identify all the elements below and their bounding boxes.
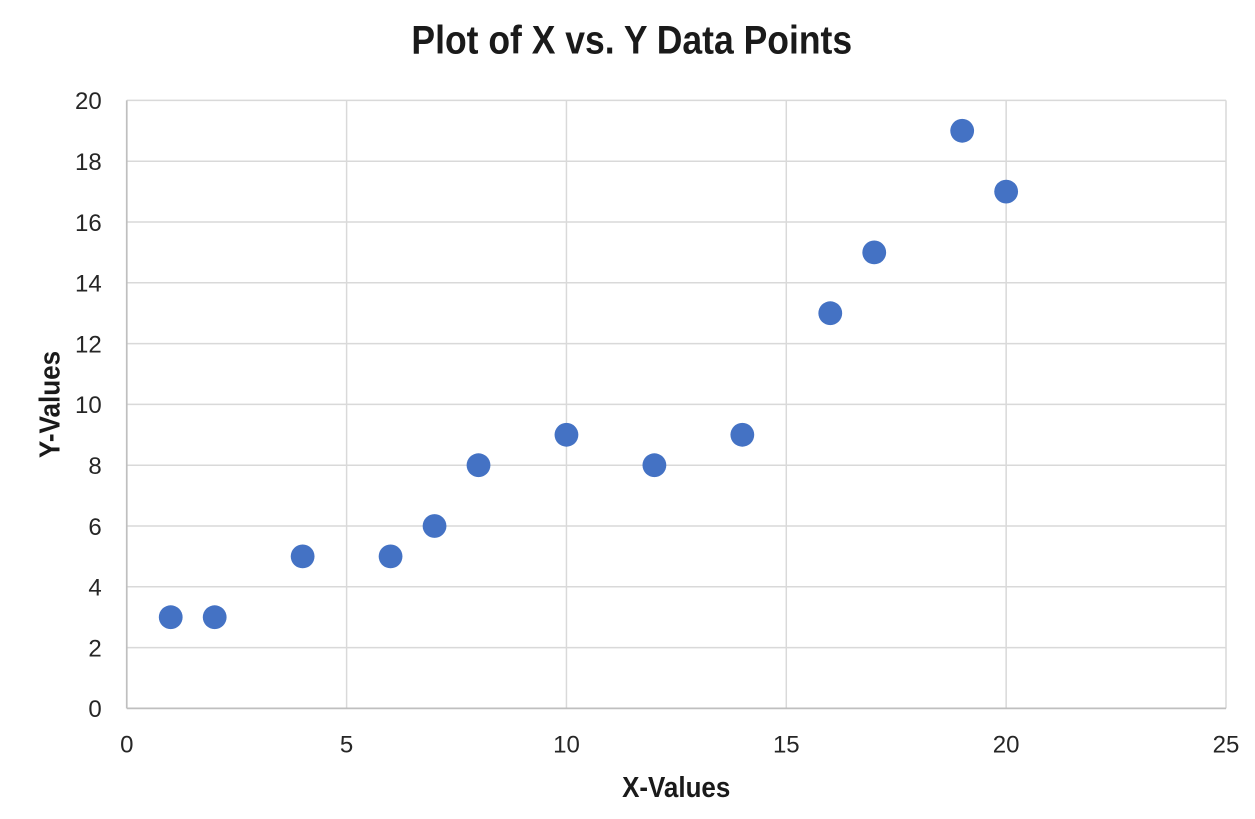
svg-text:14: 14 [75, 271, 102, 298]
svg-text:15: 15 [773, 732, 800, 759]
svg-text:2: 2 [88, 635, 101, 662]
svg-text:16: 16 [75, 210, 102, 237]
svg-text:Y-Values: Y-Values [35, 351, 67, 458]
svg-text:0: 0 [120, 732, 133, 759]
svg-text:20: 20 [993, 732, 1020, 759]
svg-text:8: 8 [88, 453, 101, 480]
svg-text:4: 4 [88, 575, 101, 602]
svg-text:Plot of X vs. Y Data Points: Plot of X vs. Y Data Points [411, 18, 852, 62]
svg-text:5: 5 [340, 732, 353, 759]
svg-text:10: 10 [553, 732, 580, 759]
svg-text:12: 12 [75, 331, 102, 358]
svg-text:25: 25 [1213, 732, 1240, 759]
svg-text:20: 20 [75, 88, 102, 115]
svg-text:18: 18 [75, 149, 102, 176]
svg-text:0: 0 [88, 696, 101, 723]
svg-text:10: 10 [75, 392, 102, 419]
svg-text:6: 6 [88, 514, 101, 541]
svg-text:X-Values: X-Values [622, 772, 730, 804]
